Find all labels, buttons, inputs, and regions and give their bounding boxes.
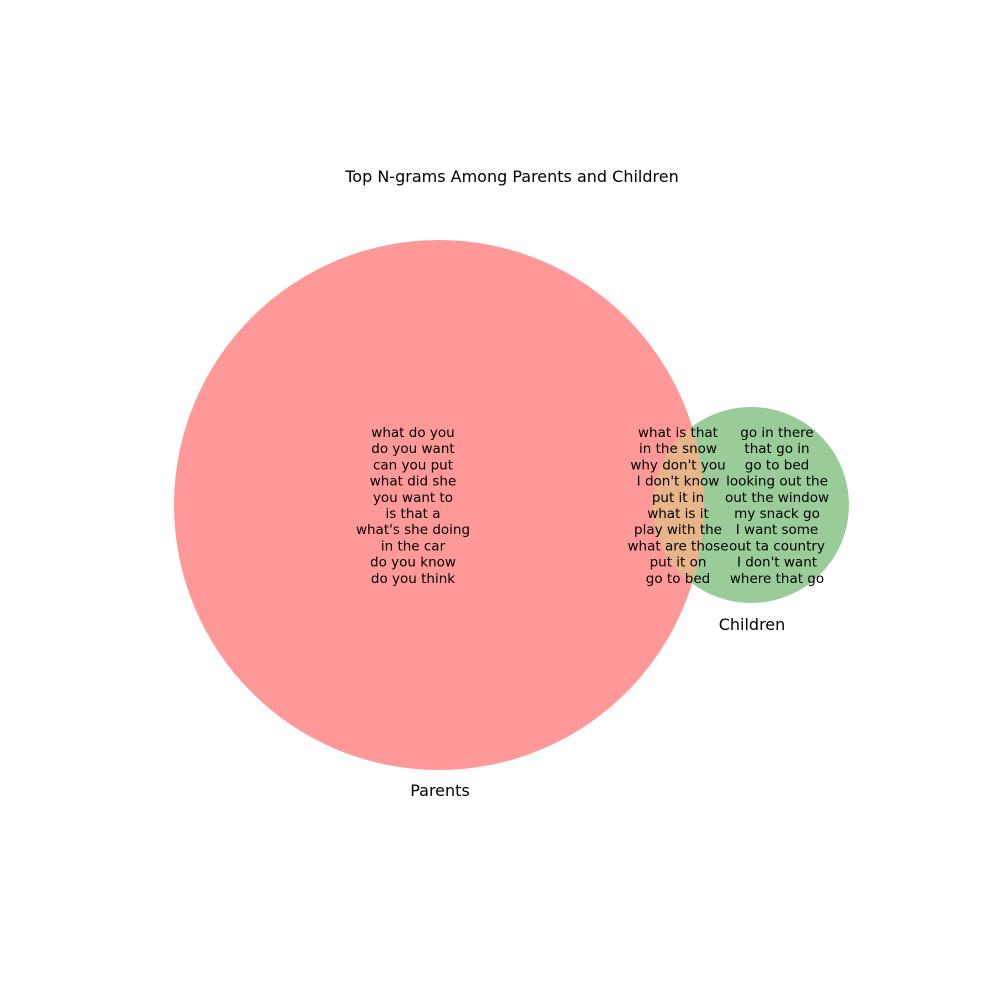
ngram-line: what did she [370,474,457,490]
ngram-line: what do you [371,425,454,441]
ngram-line: why don't you [630,457,725,473]
ngram-line: do you think [371,571,455,587]
ngram-line: play with the [634,522,722,538]
ngram-line: I don't want [737,555,817,571]
ngram-line: can you put [373,457,453,473]
ngram-line: you want to [373,490,453,506]
ngram-line: in the car [381,538,446,554]
parents-circle [174,240,704,770]
ngram-line: out ta country [729,538,825,554]
ngram-line: do you know [370,555,456,571]
ngram-line: is that a [385,506,440,522]
ngram-line: what is that [638,425,718,441]
ngram-line: put it on [650,555,707,571]
parents-label: Parents [410,781,470,800]
children-label: Children [719,615,786,634]
ngram-line: out the window [725,490,829,506]
ngram-line: what are those [627,538,728,554]
ngram-line: that go in [744,441,809,457]
ngram-line: what's she doing [356,522,470,538]
ngram-line: put it in [652,490,704,506]
ngram-line: go to bed [646,571,710,587]
ngram-line: go to bed [745,457,809,473]
ngram-line: looking out the [726,474,828,490]
ngram-line: I don't know [637,474,720,490]
ngram-line: what is it [647,506,709,522]
diagram-title: Top N-grams Among Parents and Children [344,167,678,186]
ngram-line: do you want [371,441,454,457]
ngram-line: go in there [740,425,813,441]
overlap-region [652,426,704,584]
ngram-line: I want some [736,522,818,538]
ngram-line: where that go [730,571,824,587]
children-circle [653,407,849,603]
ngram-line: in the snow [639,441,717,457]
ngram-line: my snack go [734,506,820,522]
